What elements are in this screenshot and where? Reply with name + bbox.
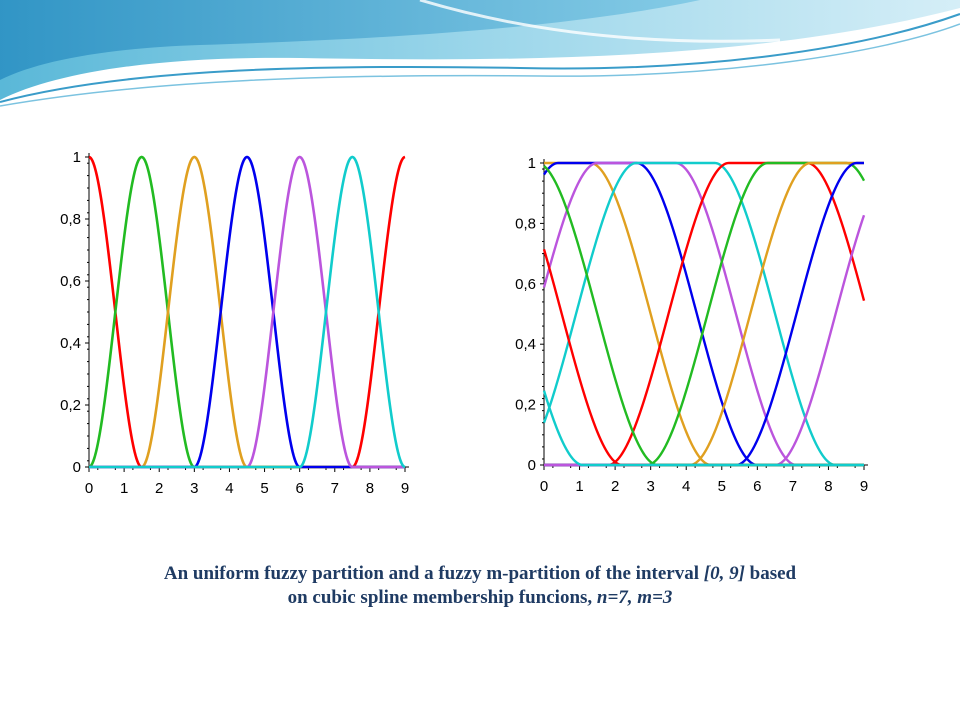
left-xtick-label: 7 [331, 480, 339, 497]
right-xtick-label: 6 [753, 478, 761, 495]
right-xtick-label: 2 [611, 478, 619, 495]
right-xtick-label: 3 [646, 478, 654, 495]
left-xtick-label: 4 [225, 480, 233, 497]
header-wave-decoration [0, 0, 960, 107]
left-ytick-label: 0 [73, 459, 81, 476]
left-xtick-label: 3 [190, 480, 198, 497]
chart-uniform-fuzzy-partition: 0 0,2 0,4 0,6 0,8 1 0 1 2 3 4 5 6 7 8 9 [48, 140, 420, 505]
right-xtick-label: 8 [824, 478, 832, 495]
right-ytick-label: 0,6 [515, 276, 536, 293]
right-xtick-label: 4 [682, 478, 690, 495]
caption-line-2: on cubic spline membership funcions, n=7… [40, 586, 920, 610]
caption-text-3: on cubic spline membership funcions, [287, 587, 597, 608]
figure-caption: An uniform fuzzy partition and a fuzzy m… [40, 562, 920, 610]
right-series-line [542, 161, 864, 467]
left-xtick-label: 1 [120, 480, 128, 497]
left-xtick-label: 8 [366, 480, 374, 497]
right-ytick-label: 0 [528, 457, 536, 474]
left-series-line [88, 155, 405, 469]
left-ytick-label: 0,8 [60, 211, 81, 228]
left-series-line [89, 155, 405, 469]
left-xtick-label: 5 [260, 480, 268, 497]
chart-right-svg: 0 0,2 0,4 0,6 0,8 1 0 1 2 3 4 5 6 7 8 9 [515, 155, 868, 495]
right-xtick-label: 9 [860, 478, 868, 495]
right-xtick-label: 5 [718, 478, 726, 495]
left-xtick-label: 2 [155, 480, 163, 497]
left-xtick-label: 0 [85, 480, 93, 497]
chart-left-svg: 0 0,2 0,4 0,6 0,8 1 0 1 2 3 4 5 6 7 8 9 [60, 149, 409, 497]
caption-params: n=7, m=3 [596, 587, 673, 608]
left-ytick-label: 0,4 [60, 335, 81, 352]
left-ytick-label: 0,2 [60, 397, 81, 414]
right-xtick-label: 1 [575, 478, 583, 495]
caption-interval: [0, 9] [703, 563, 745, 584]
left-series-line [89, 155, 405, 469]
right-ytick-label: 0,8 [515, 215, 536, 232]
right-xtick-label: 7 [789, 478, 797, 495]
right-series-line [542, 390, 864, 467]
chart-fuzzy-m-partition: 0 0,2 0,4 0,6 0,8 1 0 1 2 3 4 5 6 7 8 9 [500, 140, 923, 505]
left-series-line [89, 155, 405, 469]
right-series-line [542, 248, 864, 467]
right-xtick-label: 0 [540, 478, 548, 495]
right-ytick-label: 0,4 [515, 336, 536, 353]
left-ytick-label: 1 [73, 149, 81, 166]
caption-text-2: based [744, 563, 797, 584]
right-ytick-label: 0,2 [515, 397, 536, 414]
caption-text-1: An uniform fuzzy partition and a fuzzy m… [163, 563, 704, 584]
left-xtick-label: 6 [295, 480, 303, 497]
left-series-line [89, 155, 406, 469]
right-ytick-label: 1 [528, 155, 536, 172]
left-ytick-label: 0,6 [60, 273, 81, 290]
caption-line-1: An uniform fuzzy partition and a fuzzy m… [40, 562, 920, 586]
left-xtick-label: 9 [401, 480, 409, 497]
left-series-line [88, 155, 406, 469]
